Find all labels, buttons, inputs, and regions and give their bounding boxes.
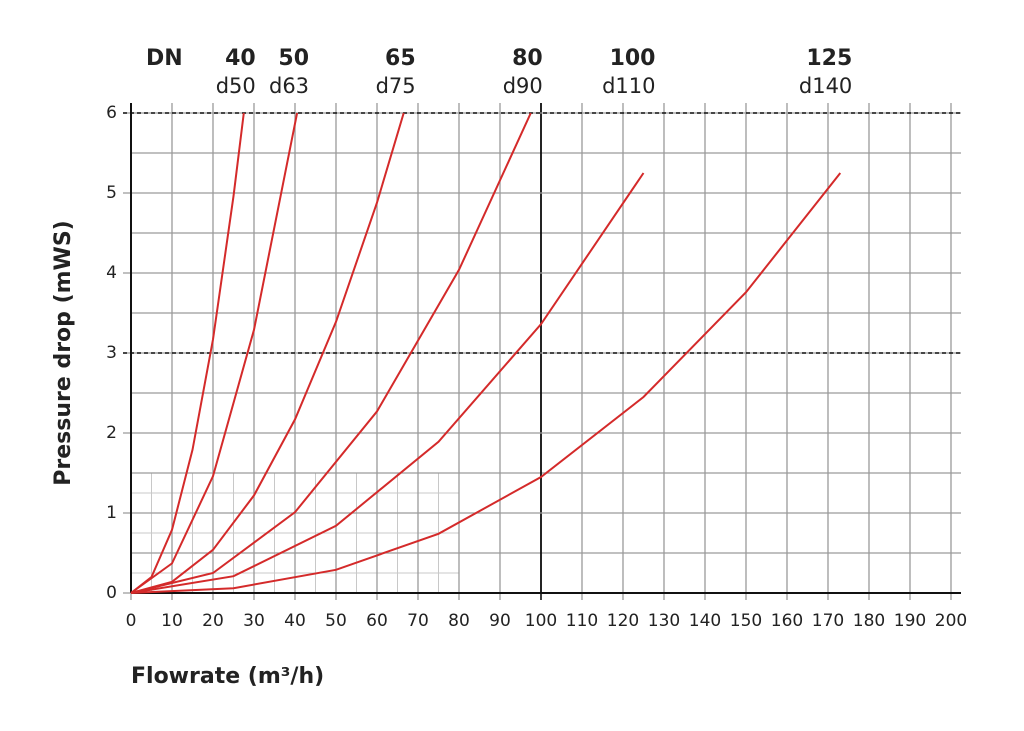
series-name: 80 [512, 46, 543, 71]
curve [130, 112, 532, 594]
x-tick-label: 90 [489, 611, 511, 631]
series-name: 50 [278, 46, 309, 71]
series-pipe: d90 [503, 74, 543, 98]
series-name: 125 [806, 46, 852, 71]
series-pipe: d50 [216, 74, 256, 98]
x-tick-label: 170 [812, 611, 844, 631]
x-tick-label: 120 [607, 611, 639, 631]
x-tick-label: 150 [730, 611, 762, 631]
y-tick-label: 1 [106, 503, 117, 523]
x-tick-label: 70 [407, 611, 429, 631]
x-tick-label: 160 [771, 611, 803, 631]
x-tick-label: 190 [894, 611, 926, 631]
x-tick-label: 50 [325, 611, 347, 631]
y-tick-label: 2 [106, 423, 117, 443]
x-tick-label: 180 [853, 611, 885, 631]
series-pipe: d110 [602, 74, 655, 98]
x-tick-label: 20 [202, 611, 224, 631]
x-axis-label: Flowrate (m³/h) [131, 664, 324, 689]
y-tick-label: 6 [106, 103, 117, 123]
x-tick-label: 100 [525, 611, 557, 631]
curve [130, 112, 299, 594]
y-tick-label: 0 [106, 583, 117, 603]
x-tick-label: 40 [284, 611, 306, 631]
x-tick-label: 0 [126, 611, 137, 631]
y-tick-label: 3 [106, 343, 117, 363]
y-tick-label: 5 [106, 183, 117, 203]
x-tick-label: 130 [648, 611, 680, 631]
x-tick-label: 110 [566, 611, 598, 631]
curve [130, 172, 842, 594]
series-pipe: d63 [269, 74, 309, 98]
y-tick-label: 4 [106, 263, 117, 283]
x-tick-label: 80 [448, 611, 470, 631]
curve [130, 112, 405, 594]
y-axis-label: Pressure drop (mWS) [51, 220, 76, 485]
curve [130, 172, 645, 594]
series-name: 40 [225, 46, 256, 71]
x-tick-label: 60 [366, 611, 388, 631]
x-tick-label: 200 [935, 611, 967, 631]
x-tick-label: 10 [161, 611, 183, 631]
series-name: 100 [610, 46, 656, 71]
series-pipe: d75 [376, 74, 416, 98]
x-tick-label: 140 [689, 611, 721, 631]
x-tick-label: 30 [243, 611, 265, 631]
series-name: 65 [385, 46, 416, 71]
series-pipe: d140 [799, 74, 852, 98]
series-header: DN [146, 46, 183, 71]
